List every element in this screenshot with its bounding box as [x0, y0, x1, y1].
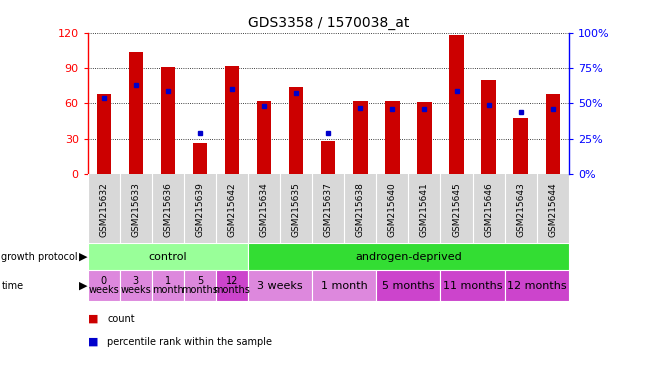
Text: GSM215637: GSM215637 [324, 182, 333, 237]
Text: GSM215639: GSM215639 [196, 182, 205, 237]
Text: ▶: ▶ [79, 252, 88, 262]
Bar [417, 102, 432, 174]
Bar [88, 243, 248, 270]
Text: 3 weeks: 3 weeks [257, 281, 303, 291]
Text: 1
month: 1 month [152, 276, 184, 295]
Text: GSM215640: GSM215640 [388, 182, 397, 237]
Text: count: count [107, 314, 135, 324]
Text: ■: ■ [88, 314, 98, 324]
Bar [257, 101, 271, 174]
Bar [161, 67, 175, 174]
Bar [152, 270, 184, 301]
Text: percentile rank within the sample: percentile rank within the sample [107, 337, 272, 347]
Text: GSM215632: GSM215632 [99, 182, 109, 237]
Bar [504, 270, 569, 301]
Text: GSM215638: GSM215638 [356, 182, 365, 237]
Text: time: time [1, 281, 23, 291]
Text: GSM215633: GSM215633 [131, 182, 140, 237]
Bar [248, 270, 312, 301]
Text: ■: ■ [88, 337, 98, 347]
Text: 5 months: 5 months [382, 281, 435, 291]
Bar [97, 94, 111, 174]
Bar [216, 270, 248, 301]
Text: 3
weeks: 3 weeks [120, 276, 151, 295]
Text: GSM215645: GSM215645 [452, 182, 461, 237]
Bar [289, 87, 304, 174]
Text: 0
weeks: 0 weeks [88, 276, 119, 295]
Bar [376, 270, 441, 301]
Bar [129, 51, 143, 174]
Text: GSM215635: GSM215635 [292, 182, 301, 237]
Bar [449, 35, 463, 174]
Bar [482, 80, 496, 174]
Text: ▶: ▶ [79, 281, 88, 291]
Bar [312, 270, 376, 301]
Bar [441, 270, 504, 301]
Bar [88, 270, 120, 301]
Bar [385, 101, 400, 174]
Title: GDS3358 / 1570038_at: GDS3358 / 1570038_at [248, 16, 409, 30]
Text: GSM215634: GSM215634 [259, 182, 268, 237]
Text: control: control [149, 252, 187, 262]
Text: GSM215642: GSM215642 [227, 182, 237, 237]
Text: GSM215643: GSM215643 [516, 182, 525, 237]
Text: 11 months: 11 months [443, 281, 502, 291]
Text: 12
months: 12 months [214, 276, 250, 295]
Bar [353, 101, 367, 174]
Bar [193, 144, 207, 174]
Text: GSM215646: GSM215646 [484, 182, 493, 237]
Text: GSM215644: GSM215644 [548, 182, 557, 237]
Text: 12 months: 12 months [507, 281, 567, 291]
Bar [321, 141, 335, 174]
Bar [545, 94, 560, 174]
Text: GSM215636: GSM215636 [163, 182, 172, 237]
Bar [248, 243, 569, 270]
Bar [184, 270, 216, 301]
Text: androgen-deprived: androgen-deprived [355, 252, 462, 262]
Bar [225, 66, 239, 174]
Text: GSM215641: GSM215641 [420, 182, 429, 237]
Text: growth protocol: growth protocol [1, 252, 78, 262]
Bar [120, 270, 152, 301]
Text: 1 month: 1 month [321, 281, 368, 291]
Bar [514, 118, 528, 174]
Text: 5
months: 5 months [181, 276, 218, 295]
